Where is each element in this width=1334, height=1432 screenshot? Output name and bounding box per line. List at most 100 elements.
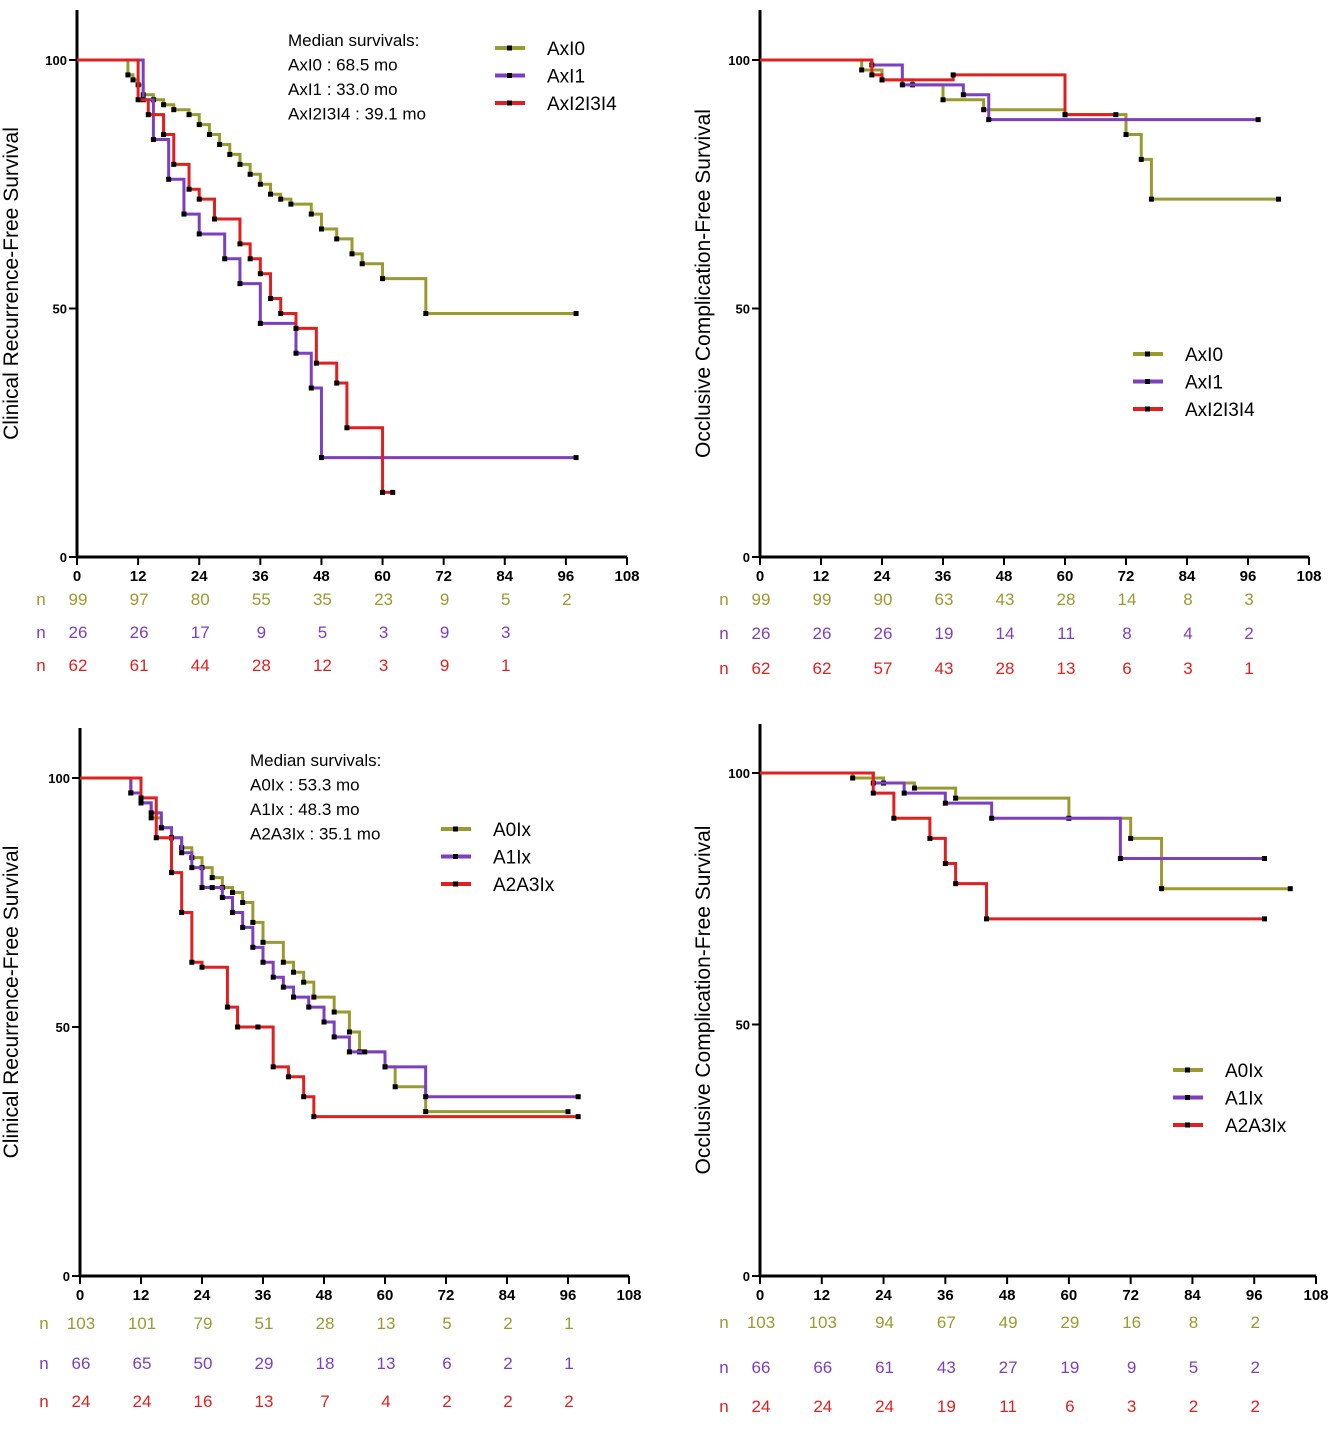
median-annotation-line: AxI0 : 68.5 mo (288, 56, 398, 75)
at-risk-value: 3 (1127, 1397, 1136, 1416)
at-risk-value: 24 (752, 1397, 771, 1416)
x-tick-label: 36 (252, 568, 269, 585)
censor-mark (927, 835, 933, 841)
median-annotation-line: AxI1 : 33.0 mo (288, 80, 398, 99)
at-risk-value: 5 (1189, 1358, 1198, 1377)
censor-mark (349, 251, 355, 257)
x-tick-label: 60 (377, 1287, 394, 1304)
at-risk-value: 19 (937, 1397, 956, 1416)
at-risk-value: 24 (133, 1392, 152, 1411)
median-annotation-line: A2A3Ix : 35.1 mo (250, 825, 380, 844)
series-line-A1Ix (760, 771, 1265, 861)
at-risk-value: 3 (1244, 590, 1253, 609)
censor-mark (392, 1084, 398, 1090)
at-risk-value: 43 (937, 1358, 956, 1377)
censor-mark (859, 67, 865, 73)
censor-mark (138, 795, 144, 801)
censor-mark (311, 1114, 317, 1120)
at-risk-value: 62 (752, 659, 771, 678)
at-risk-value: 11 (999, 1397, 1017, 1416)
at-risk-value: 80 (191, 590, 210, 609)
legend-marker (507, 100, 512, 106)
series-line-A2A3Ix (80, 776, 579, 1119)
at-risk-value: 28 (1057, 590, 1076, 609)
at-risk-value: 4 (1183, 624, 1192, 643)
censor-mark (270, 974, 276, 980)
censor-mark (145, 112, 151, 118)
censor-mark (209, 885, 215, 891)
censor-mark (206, 132, 212, 138)
censor-mark (942, 861, 948, 867)
at-risk-label: n (719, 1397, 728, 1416)
x-tick-label: 0 (73, 568, 81, 585)
at-risk-value: 6 (1065, 1397, 1074, 1416)
x-tick-label: 48 (313, 568, 330, 585)
x-tick-label: 84 (1184, 1287, 1201, 1304)
median-annotation-line: Median survivals: (288, 31, 419, 50)
censor-mark (293, 350, 299, 356)
at-risk-label: n (36, 656, 45, 675)
legend-entry: A2A3Ix (493, 875, 555, 896)
at-risk-value: 7 (320, 1392, 329, 1411)
at-risk-value: 29 (1060, 1313, 1079, 1332)
censor-mark (224, 1004, 230, 1010)
at-risk-value: 13 (377, 1314, 396, 1333)
at-risk-value: 9 (1127, 1358, 1136, 1377)
legend-entry: AxI0 (1185, 345, 1223, 366)
censor-mark (308, 211, 314, 217)
at-risk-value: 55 (252, 590, 271, 609)
at-risk-value: 9 (440, 590, 449, 609)
at-risk-value: 2 (503, 1354, 512, 1373)
legend-entry: AxI2I3I4 (547, 94, 617, 115)
censor-mark (942, 800, 948, 806)
legend-entry: AxI0 (547, 39, 585, 60)
at-risk-value: 62 (69, 656, 88, 675)
censor-mark (1117, 856, 1123, 862)
y-axis-label: Occlusive Complication-Free Survival (692, 826, 715, 1175)
censor-mark (181, 211, 187, 217)
censor-mark (125, 72, 131, 78)
censor-mark (869, 72, 875, 78)
series-line-AxI1 (77, 58, 577, 460)
at-risk-value: 1 (564, 1354, 573, 1373)
at-risk-value: 99 (813, 590, 832, 609)
y-tick-label: 100 (48, 771, 70, 786)
legend-entry: AxI1 (1185, 373, 1223, 394)
censor-mark (575, 1114, 581, 1120)
legend-marker (453, 854, 458, 859)
at-risk-value: 11 (1057, 624, 1075, 643)
censor-mark (209, 875, 215, 881)
at-risk-value: 9 (440, 623, 449, 642)
censor-mark (575, 1094, 581, 1100)
censor-mark (189, 959, 195, 965)
censor-mark (850, 775, 856, 781)
at-risk-value: 18 (316, 1354, 335, 1373)
at-risk-value: 2 (442, 1392, 451, 1411)
censor-mark (293, 325, 299, 331)
censor-mark (153, 835, 159, 841)
censor-mark (237, 281, 243, 287)
censor-mark (981, 107, 987, 113)
censor-mark (301, 979, 307, 985)
x-tick-label: 84 (1179, 568, 1196, 585)
at-risk-value: 6 (1122, 659, 1131, 678)
at-risk-value: 65 (133, 1354, 152, 1373)
censor-mark (1262, 916, 1268, 922)
censor-mark (235, 1024, 241, 1030)
at-risk-value: 5 (442, 1314, 451, 1333)
at-risk-value: 2 (562, 590, 571, 609)
y-tick-label: 100 (728, 766, 750, 781)
at-risk-value: 2 (1244, 624, 1253, 643)
y-tick-label: 0 (63, 1269, 70, 1284)
at-risk-value: 62 (813, 659, 832, 678)
at-risk-value: 66 (813, 1358, 832, 1377)
censor-mark (334, 380, 340, 386)
censor-mark (334, 236, 340, 242)
y-axis-label: Occlusive Complication-Free Survival (692, 109, 715, 458)
at-risk-value: 103 (747, 1313, 775, 1332)
censor-mark (288, 201, 294, 207)
legend-marker (507, 73, 512, 78)
censor-mark (169, 870, 174, 876)
at-risk-value: 66 (72, 1354, 91, 1373)
